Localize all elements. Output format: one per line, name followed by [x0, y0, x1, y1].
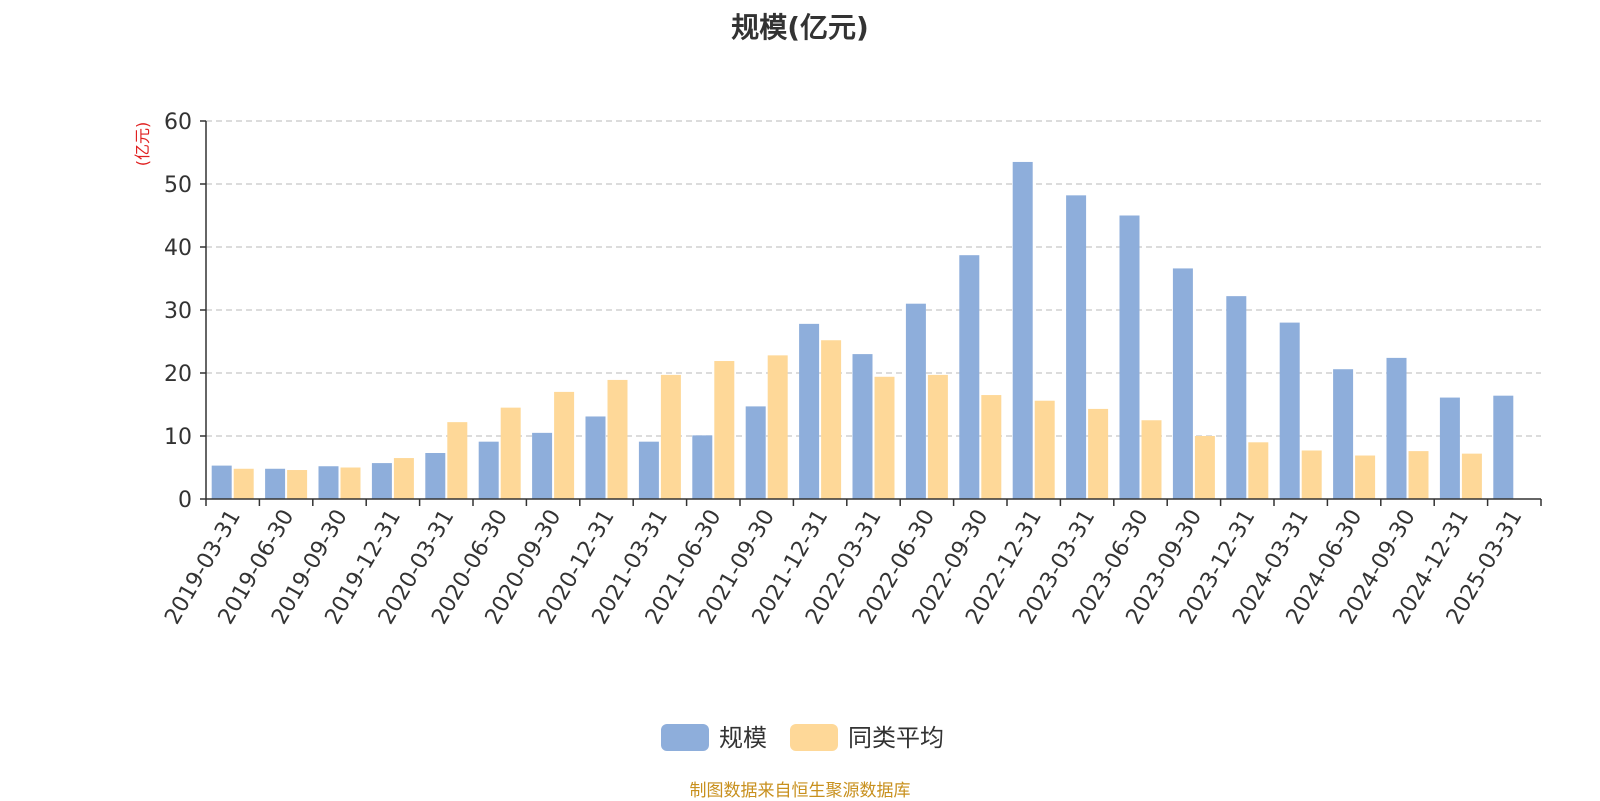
y-tick-label-1: 10 [164, 425, 192, 450]
bar-series-0-17 [1119, 215, 1140, 499]
axes [200, 120, 1542, 506]
y-axis-unit-label: (亿元) [133, 122, 152, 167]
bar-series-1-15 [1034, 400, 1055, 499]
bar-series-1-16 [1088, 408, 1109, 499]
y-tick-label-5: 50 [164, 173, 192, 198]
bar-series-1-9 [714, 361, 735, 499]
bar-series-0-5 [478, 441, 499, 499]
bar-series-1-14 [981, 395, 1002, 499]
bar-series-1-7 [607, 379, 628, 499]
bar-series-1-17 [1141, 420, 1162, 499]
bar-series-0-4 [425, 453, 446, 499]
bar-series-1-10 [767, 355, 788, 499]
bar-series-0-24 [1493, 395, 1514, 499]
bar-series-0-15 [1012, 161, 1033, 499]
bar-series-1-8 [660, 374, 681, 499]
bar-series-0-13 [905, 303, 926, 499]
bar-series-1-20 [1301, 450, 1322, 499]
bar-series-1-2 [340, 467, 361, 499]
bar-series-1-12 [874, 376, 895, 499]
legend-swatch-series-1[interactable] [790, 724, 838, 751]
y-tick-labels: 0 10 20 30 40 50 60 [164, 110, 192, 513]
bar-series-0-0 [211, 465, 232, 499]
bar-series-1-1 [287, 470, 308, 499]
bar-series-0-14 [959, 255, 980, 499]
bar-series-1-5 [500, 407, 521, 499]
x-tick-labels: 2019-03-312019-06-302019-09-302019-12-31… [160, 506, 1527, 629]
legend-label-series-1[interactable]: 同类平均 [848, 724, 944, 752]
bar-series-0-23 [1439, 397, 1460, 499]
bar-series-1-19 [1248, 442, 1269, 499]
bar-series-0-8 [638, 441, 659, 499]
bar-series-0-2 [318, 466, 339, 499]
bar-series-0-1 [265, 468, 286, 499]
y-tick-label-6: 60 [164, 110, 192, 135]
legend-label-series-0[interactable]: 规模 [719, 724, 767, 752]
bar-series-0-19 [1226, 296, 1247, 499]
bar-series-0-12 [852, 354, 873, 499]
bar-series-1-18 [1194, 436, 1215, 499]
bars [211, 161, 1514, 499]
grid-lines [206, 120, 1541, 437]
bar-series-1-11 [821, 340, 842, 499]
bar-series-0-7 [585, 416, 606, 499]
y-tick-label-0: 0 [178, 488, 192, 513]
y-tick-label-2: 20 [164, 362, 192, 387]
bar-series-1-13 [927, 374, 948, 499]
chart-title: 规模(亿元) [731, 11, 869, 44]
bar-series-1-0 [233, 468, 254, 499]
bar-series-0-16 [1066, 195, 1087, 499]
legend[interactable]: 规模 同类平均 [661, 724, 944, 752]
bar-series-0-20 [1279, 322, 1300, 499]
bar-series-0-21 [1333, 369, 1354, 499]
bar-series-1-3 [393, 458, 414, 499]
legend-swatch-series-0[interactable] [661, 724, 709, 751]
bar-series-0-11 [799, 323, 820, 499]
bar-series-0-6 [532, 432, 553, 499]
bar-series-0-10 [745, 406, 766, 499]
source-note: 制图数据来自恒生聚源数据库 [689, 781, 911, 801]
bar-series-1-22 [1408, 451, 1429, 499]
bar-series-1-6 [554, 391, 575, 499]
y-tick-label-4: 40 [164, 236, 192, 261]
bar-series-0-22 [1386, 357, 1407, 499]
bar-series-1-21 [1355, 455, 1376, 499]
bar-series-0-3 [371, 463, 392, 499]
bar-series-0-9 [692, 435, 713, 499]
bar-series-0-18 [1172, 268, 1193, 499]
bar-series-1-4 [447, 422, 468, 499]
y-tick-label-3: 30 [164, 299, 192, 324]
bar-series-1-23 [1461, 453, 1482, 499]
